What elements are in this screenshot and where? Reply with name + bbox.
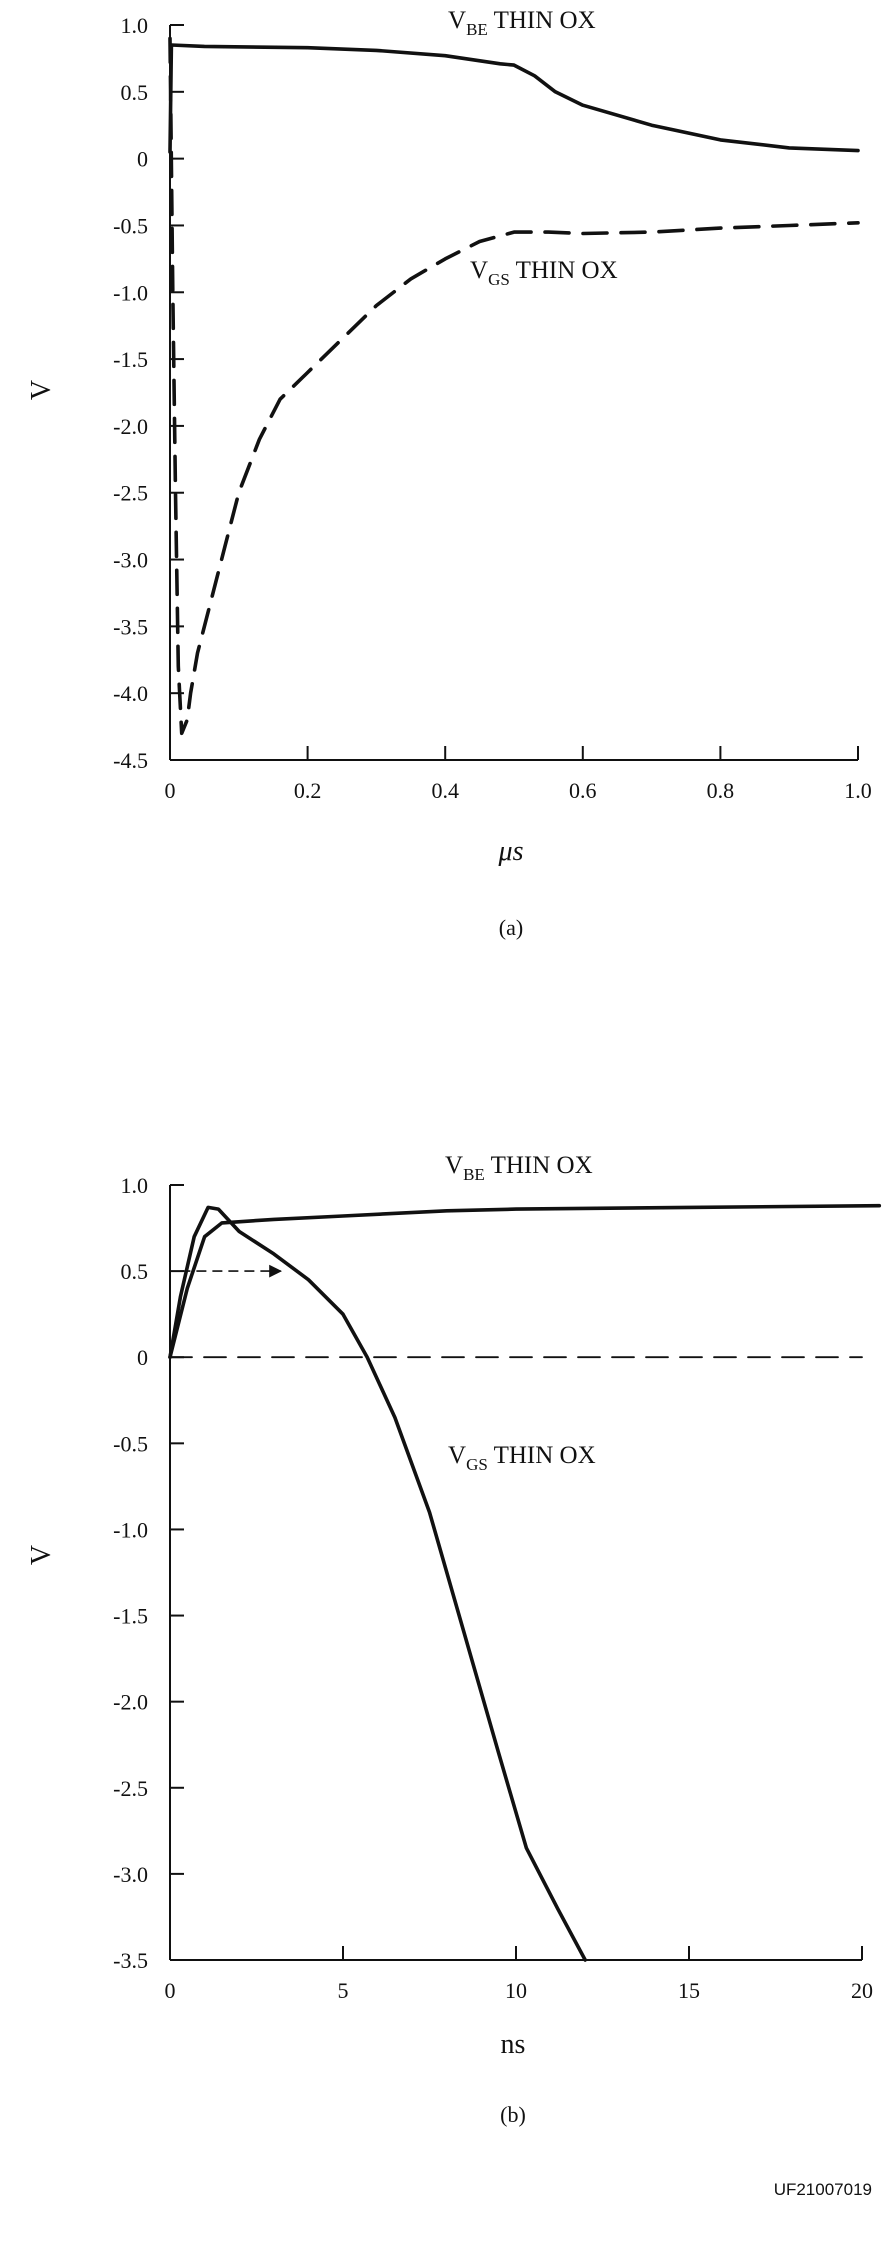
y-tick-label: -1.0 <box>113 1517 148 1542</box>
chart-b-caption: (b) <box>500 2102 526 2127</box>
chart-a-series <box>168 36 860 736</box>
series-label: VGS THIN OX <box>448 1442 596 1474</box>
chart-b-x-axis-label: ns <box>501 2029 526 2060</box>
y-tick-label: -2.5 <box>113 1776 148 1801</box>
chart-a-ticks: 1.0 0.5 0 -0.5 -1.0 -1.5 -2.0 -2.5 -3.0 -3.5 -4.0 -… <box>113 13 872 803</box>
y-tick-label: -3.0 <box>113 548 148 573</box>
series-line <box>168 43 860 154</box>
y-tick-label: -0.5 <box>113 1431 148 1456</box>
chart-a: 1.0 0.5 0 -0.5 -1.0 -1.5 -2.0 -2.5 -3.0 -3.5 -4.0 -… <box>26 7 872 940</box>
series-label: VBE THIN OX <box>448 7 596 39</box>
x-tick-label: 0.4 <box>431 778 459 803</box>
y-tick-label: 0 <box>137 1345 148 1370</box>
chart-b-ticks: 1.0 0.5 0 -0.5 -1.0 -1.5 -2.0 -2.5 -3.0 -3.5 0 5 10 1… <box>113 1173 873 2003</box>
x-tick-label: 0 <box>165 1978 176 2003</box>
y-tick-label: -3.5 <box>113 614 148 639</box>
x-tick-label: 0.6 <box>569 778 597 803</box>
chart-a-caption: (a) <box>499 915 523 940</box>
y-tick-label: 1.0 <box>121 13 149 38</box>
series-line <box>168 36 860 736</box>
x-tick-label: 1.0 <box>844 778 872 803</box>
y-tick-label: -2.5 <box>113 481 148 506</box>
y-tick-label: -1.0 <box>113 280 148 305</box>
series-label: VBE THIN OX <box>445 1152 593 1184</box>
y-tick-label: -0.5 <box>113 213 148 238</box>
y-tick-label: -1.5 <box>113 347 148 372</box>
x-tick-label: 20 <box>851 1978 873 2003</box>
chart-b-y-axis-label: V <box>26 1545 57 1565</box>
chart-b: 1.0 0.5 0 -0.5 -1.0 -1.5 -2.0 -2.5 -3.0 -3.5 0 5 10 1… <box>26 1152 882 2127</box>
y-tick-label: -4.0 <box>113 681 148 706</box>
x-tick-label: 0.2 <box>294 778 322 803</box>
x-tick-label: 0 <box>165 778 176 803</box>
y-tick-label: -2.0 <box>113 414 148 439</box>
chart-b-series <box>168 1203 882 1962</box>
y-tick-label: -3.5 <box>113 1948 148 1973</box>
series-line <box>168 1205 587 1962</box>
x-tick-label: 10 <box>505 1978 527 2003</box>
y-tick-label: -2.0 <box>113 1690 148 1715</box>
chart-a-series-labels: VBE THIN OX VGS THIN OX <box>448 7 618 289</box>
x-tick-label: 0.8 <box>707 778 735 803</box>
y-tick-label: -1.5 <box>113 1604 148 1629</box>
y-tick-label: 0 <box>137 147 148 172</box>
y-tick-label: 0.5 <box>121 1259 149 1284</box>
chart-b-series-labels: VBE THIN OX VGS THIN OX <box>445 1152 596 1474</box>
x-tick-label: 5 <box>338 1978 349 2003</box>
y-tick-label: 0.5 <box>121 80 149 105</box>
series-line <box>168 1203 882 1359</box>
y-tick-label: 1.0 <box>121 1173 149 1198</box>
y-tick-label: -3.0 <box>113 1862 148 1887</box>
y-tick-label: -4.5 <box>113 748 148 773</box>
x-tick-label: 15 <box>678 1978 700 2003</box>
series-label: VGS THIN OX <box>470 257 618 289</box>
chart-a-x-axis-label: μs <box>498 836 524 867</box>
chart-a-y-axis-label: V <box>26 380 57 400</box>
figure-id: UF21007019 <box>774 2180 872 2199</box>
